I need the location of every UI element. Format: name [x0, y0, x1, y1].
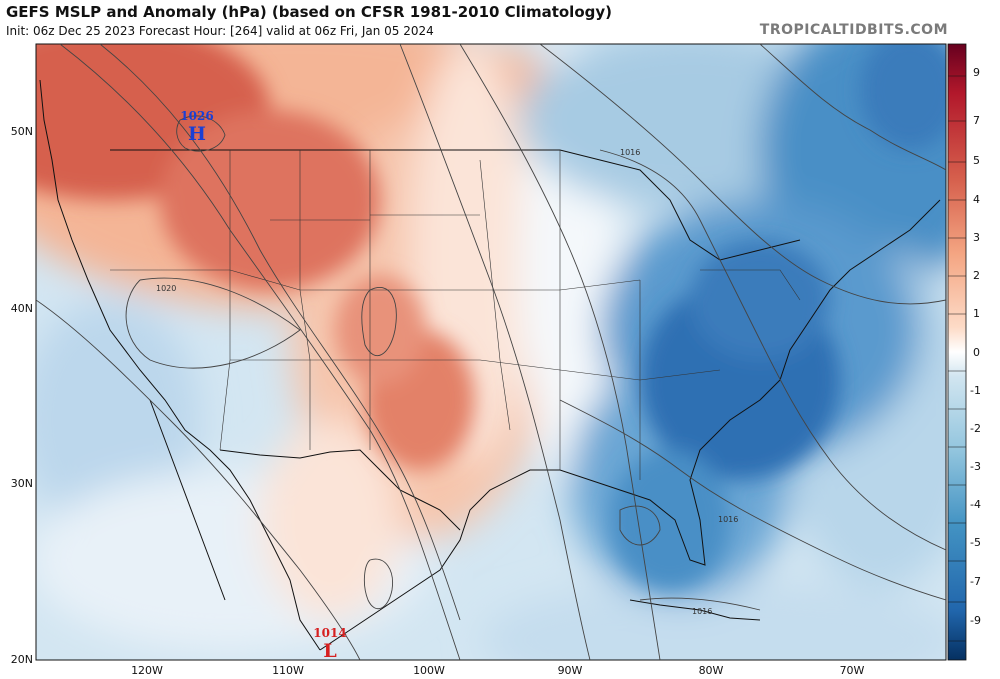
- isobars: [36, 44, 946, 660]
- colorbar-label: 3: [973, 231, 980, 244]
- map-subtitle: Init: 06z Dec 25 2023 Forecast Hour: [26…: [6, 24, 434, 38]
- colorbar-label: 5: [973, 154, 980, 167]
- colorbar-label: -7: [970, 575, 981, 588]
- lat-label: 30N: [11, 477, 33, 490]
- high-pressure-center: 1026 H: [180, 109, 213, 145]
- map-frame: [35, 43, 947, 661]
- lon-label: 100W: [413, 664, 445, 677]
- isobar-label: 1016: [620, 148, 640, 157]
- colorbar-label: -3: [970, 460, 981, 473]
- lat-label: 50N: [11, 125, 33, 138]
- isobar-label: 1016: [718, 515, 738, 524]
- colorbar-label: 2: [973, 269, 980, 282]
- colorbar-label: 0: [973, 346, 980, 359]
- isobar-label: 1016: [692, 607, 712, 616]
- colorbar-label: -9: [970, 614, 981, 627]
- low-value: 1014: [313, 626, 346, 640]
- colorbar-label: -2: [970, 422, 981, 435]
- lon-label: 120W: [131, 664, 163, 677]
- longitude-labels: 120W 110W 100W 90W 80W 70W: [131, 664, 864, 677]
- map-title: GEFS MSLP and Anomaly (hPa) (based on CF…: [6, 3, 612, 21]
- high-letter: H: [188, 123, 206, 145]
- colorbar-scale: [947, 43, 967, 661]
- colorbar-label: -4: [970, 498, 981, 511]
- colorbar: 9 7 5 4 3 2 1 0 -1 -2 -3 -4 -5 -7 -9: [947, 43, 981, 661]
- low-letter: L: [323, 640, 336, 662]
- high-value: 1026: [180, 109, 213, 123]
- isobar-label: 1020: [156, 284, 176, 293]
- colorbar-label: -1: [970, 384, 981, 397]
- colorbar-label: 1: [973, 307, 980, 320]
- latitude-labels: 50N 40N 30N 20N: [11, 125, 33, 666]
- colorbar-label: -5: [970, 536, 981, 549]
- lat-label: 20N: [11, 653, 33, 666]
- brand-label[interactable]: TROPICALTIDBITS.COM: [759, 22, 948, 38]
- lat-label: 40N: [11, 302, 33, 315]
- colorbar-label: 9: [973, 66, 980, 79]
- lon-label: 80W: [699, 664, 724, 677]
- state-borders: [110, 150, 801, 480]
- lon-label: 90W: [558, 664, 583, 677]
- lon-label: 110W: [272, 664, 304, 677]
- low-pressure-center: 1014 L: [313, 626, 346, 662]
- coastlines: [39, 79, 941, 651]
- colorbar-label: 4: [973, 193, 980, 206]
- colorbar-label: 7: [973, 114, 980, 127]
- anomaly-field: [36, 44, 946, 660]
- lon-label: 70W: [840, 664, 865, 677]
